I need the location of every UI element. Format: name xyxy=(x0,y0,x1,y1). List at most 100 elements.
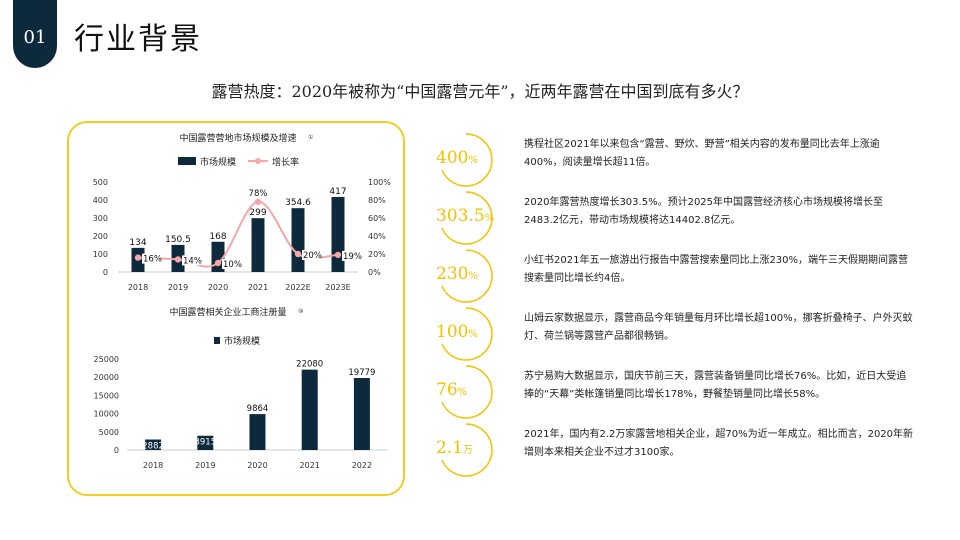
stat-text: 小红书2021年五一旅游出行报告中露营搜索量同比上涨230%，端午三天假期期间露… xyxy=(524,255,909,284)
chart-title: 中国露营营地市场规模及增速 xyxy=(179,132,296,144)
y-tick-label: 300 xyxy=(93,214,108,223)
x-tick-label: 2018 xyxy=(128,283,148,292)
y-tick-label: 10000 xyxy=(94,410,119,419)
stat-value: 76% xyxy=(436,380,468,400)
stat-value: 2.1万 xyxy=(436,438,474,458)
growth-label-bg xyxy=(142,253,160,264)
stat-value: 100% xyxy=(436,322,478,342)
page-subtitle: 露营热度：2020年被称为“中国露营元年”，近两年露营在中国到底有多火？ xyxy=(211,82,749,101)
growth-label: 16% xyxy=(143,255,162,265)
bar xyxy=(249,414,266,450)
bar xyxy=(353,378,370,450)
legend-label-line: 增长率 xyxy=(272,156,299,168)
y2-tick-label: 0% xyxy=(368,268,381,277)
x-tick-label: 2019 xyxy=(168,283,188,292)
y-tick-label: 500 xyxy=(93,178,108,187)
section-number: 01 xyxy=(23,27,47,48)
chart-frame xyxy=(67,121,405,496)
stat-text: 携程社区2021年以来包含“露营、野炊、野营”相关内容的发布量同比去年上涨逾40… xyxy=(524,139,880,168)
growth-point xyxy=(174,256,182,263)
bar-label: 168 xyxy=(209,232,226,242)
growth-label: 20% xyxy=(303,251,322,261)
growth-point xyxy=(134,254,142,261)
x-tick-label: 2021 xyxy=(248,283,268,292)
growth-label-bg xyxy=(222,259,240,269)
x-tick-label: 2019 xyxy=(195,461,215,470)
growth-label: 19% xyxy=(343,252,362,262)
stat-text: 2020年露营热度增长303.5%。预计2025年中国露营经济核心市场规模将增长… xyxy=(524,197,884,226)
growth-point xyxy=(254,198,262,205)
y-tick-label: 100 xyxy=(93,250,108,259)
chart-title: 中国露营相关企业工商注册量 xyxy=(169,306,286,318)
bar-label: 19779 xyxy=(348,368,375,378)
y-tick-label: 20000 xyxy=(94,373,119,382)
legend-label-bar: 市场规模 xyxy=(224,335,260,347)
growth-label-bg xyxy=(342,250,360,261)
x-tick-label: 2021 xyxy=(300,461,320,470)
y-tick-label: 400 xyxy=(93,196,108,205)
stat-item: 303.5% 2020年露营热度增长303.5%。预计2025年中国露营经济核心… xyxy=(436,188,936,245)
arc-icon xyxy=(441,191,493,245)
y2-tick-label: 100% xyxy=(368,178,391,187)
y-tick-label: 0 xyxy=(103,268,108,277)
bar xyxy=(145,439,162,450)
bar-label: 354.6 xyxy=(285,198,311,208)
x-tick-label: 2018 xyxy=(143,461,163,470)
arc-icon xyxy=(441,365,493,419)
bar-label: 3915 xyxy=(194,438,216,448)
legend-marker-line xyxy=(255,158,261,164)
page-title: 行业背景 xyxy=(74,22,202,57)
bar-label: 22080 xyxy=(296,360,323,370)
bar-label: 299 xyxy=(249,208,266,218)
bar xyxy=(301,369,318,450)
x-tick-label: 2020 xyxy=(208,283,228,292)
growth-label-bg xyxy=(182,255,200,266)
chart-title-mark: ① xyxy=(308,134,313,141)
y2-tick-label: 60% xyxy=(368,214,386,223)
growth-label-bg xyxy=(302,250,320,260)
bar-label: 417 xyxy=(329,187,346,197)
y-tick-label: 5000 xyxy=(99,428,119,437)
y2-tick-label: 20% xyxy=(368,250,386,259)
y2-tick-label: 40% xyxy=(368,232,386,241)
arc-icon xyxy=(441,249,493,303)
bar-label: 150.5 xyxy=(165,235,191,245)
bar xyxy=(331,196,345,272)
arc-icon xyxy=(441,423,493,477)
y2-tick-label: 80% xyxy=(368,196,386,205)
growth-point xyxy=(214,259,222,267)
x-tick-label: 2020 xyxy=(247,461,267,470)
y-tick-label: 25000 xyxy=(94,355,119,364)
arc-icon xyxy=(441,133,493,187)
growth-label: 10% xyxy=(223,260,242,270)
y-tick-label: 0 xyxy=(114,446,119,455)
stat-item: 2.1万 2021年，国内有2.2万家露营地相关企业，超70%为近一年成立。相比… xyxy=(436,420,936,477)
stat-item: 230% 小红书2021年五一旅游出行报告中露营搜索量同比上涨230%，端午三天… xyxy=(436,246,936,303)
x-tick-label: 2023E xyxy=(325,283,350,292)
legend-label-bar: 市场规模 xyxy=(200,156,236,168)
x-tick-label: 2022 xyxy=(352,461,372,470)
stat-item: 100% 山姆云家数据显示，露营商品今年销量每月环比增长超100%，挪客折叠椅子… xyxy=(436,304,936,361)
stat-value: 303.5% xyxy=(436,206,495,226)
bar-label: 2882 xyxy=(142,442,164,452)
growth-label: 78% xyxy=(249,189,268,199)
y-tick-label: 15000 xyxy=(94,391,119,400)
stat-text: 2021年，国内有2.2万家露营地相关企业，超70%为近一年成立。相比而言，20… xyxy=(524,429,914,458)
legend-swatch-bar xyxy=(214,337,220,344)
stat-item: 400% 携程社区2021年以来包含“露营、野炊、野营”相关内容的发布量同比去年… xyxy=(436,130,936,187)
legend-swatch-bar xyxy=(178,157,196,165)
bar-label: 134 xyxy=(129,238,146,248)
stat-text: 山姆云家数据显示，露营商品今年销量每月环比增长超100%，挪客折叠椅子、户外灭蚊… xyxy=(524,313,913,342)
bar-label: 9864 xyxy=(247,404,269,414)
arc-icon xyxy=(441,307,493,361)
chart-title-mark: ⑩ xyxy=(298,308,303,315)
section-number-tab: 01 xyxy=(13,0,57,68)
x-tick-label: 2022E xyxy=(285,283,310,292)
bar xyxy=(251,218,265,272)
stat-item: 76% 苏宁易购大数据显示，国庆节前三天，露营装备销量同比增长76%。比如，近日… xyxy=(436,362,936,419)
growth-point xyxy=(294,250,302,258)
y-tick-label: 200 xyxy=(93,232,108,241)
bar xyxy=(197,435,214,450)
stat-value: 230% xyxy=(436,264,478,284)
